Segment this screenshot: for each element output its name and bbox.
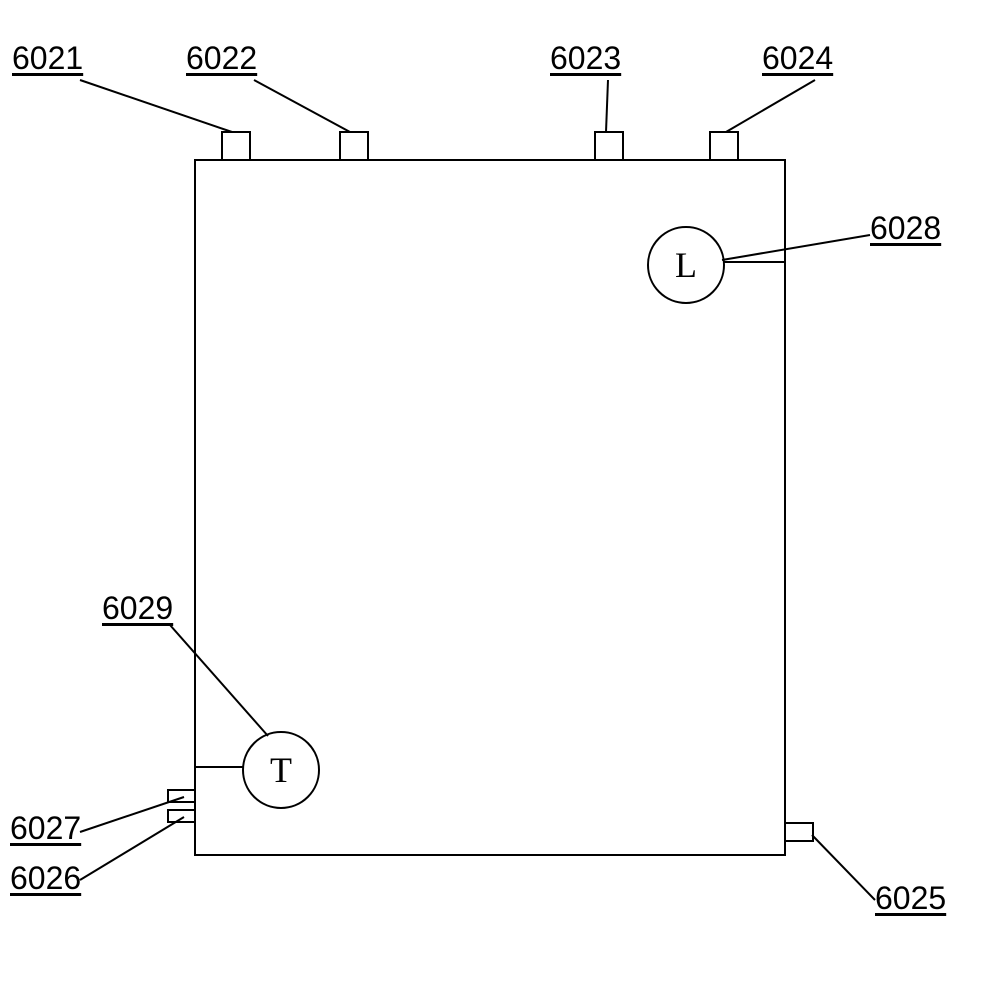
leader-6024 <box>726 80 815 132</box>
leader-6023 <box>606 80 608 132</box>
label-6027: 6027 <box>10 810 81 847</box>
sensor-T-letter: T <box>270 750 292 790</box>
leader-6028 <box>722 235 870 260</box>
label-6025: 6025 <box>875 880 946 917</box>
port-left-6026 <box>168 810 195 822</box>
port-top-6021 <box>222 132 250 160</box>
port-top-6023 <box>595 132 623 160</box>
label-6022: 6022 <box>186 40 257 77</box>
label-6021: 6021 <box>12 40 83 77</box>
label-6024: 6024 <box>762 40 833 77</box>
leader-6021 <box>80 80 232 132</box>
port-right-6025 <box>785 823 813 841</box>
port-top-6022 <box>340 132 368 160</box>
sensor-L-letter: L <box>675 245 697 285</box>
leader-6029 <box>170 625 268 736</box>
schematic-diagram: LT <box>0 0 1000 982</box>
label-6026: 6026 <box>10 860 81 897</box>
label-6029: 6029 <box>102 590 173 627</box>
leader-6025 <box>812 835 875 900</box>
label-6028: 6028 <box>870 210 941 247</box>
leader-6022 <box>254 80 350 132</box>
port-top-6024 <box>710 132 738 160</box>
label-6023: 6023 <box>550 40 621 77</box>
